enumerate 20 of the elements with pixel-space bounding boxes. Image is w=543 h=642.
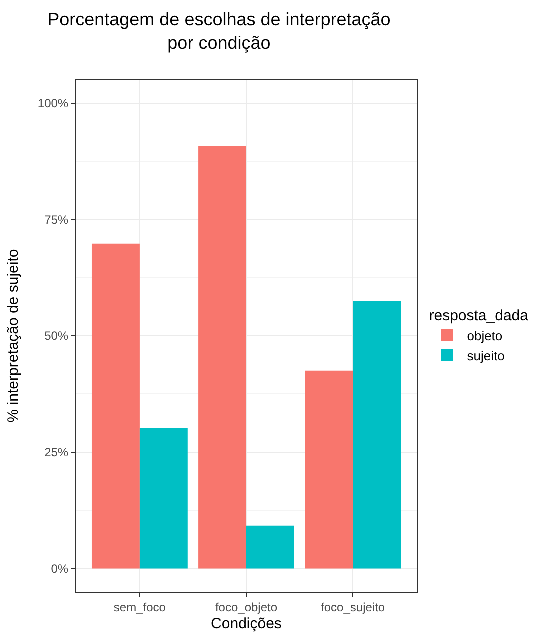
y-tick-label: 75% <box>44 212 69 227</box>
bar <box>353 301 402 569</box>
y-axis-title: % interpretação de sujeito <box>5 249 22 423</box>
bar <box>92 244 140 569</box>
bar <box>140 428 188 569</box>
bar <box>198 146 246 569</box>
y-tick-label: 25% <box>44 446 69 460</box>
y-tick-label: 100% <box>38 96 69 110</box>
y-tick-label: 0% <box>51 562 69 576</box>
x-axis-title: Condições <box>211 615 282 632</box>
chart-title: Porcentagem de escolhas de interpretação por condição <box>48 10 391 54</box>
legend-label: objeto <box>467 328 503 344</box>
x-tick-label: sem_foco <box>114 600 166 614</box>
bar <box>246 526 294 569</box>
x-tick-label: foco_objeto <box>215 600 278 614</box>
legend-title: resposta_dada <box>429 308 530 324</box>
x-tick-label: foco_sujeito <box>321 600 386 614</box>
y-tick-label: 50% <box>44 329 69 344</box>
bar <box>305 370 354 569</box>
legend-label: sujeito <box>467 348 505 364</box>
